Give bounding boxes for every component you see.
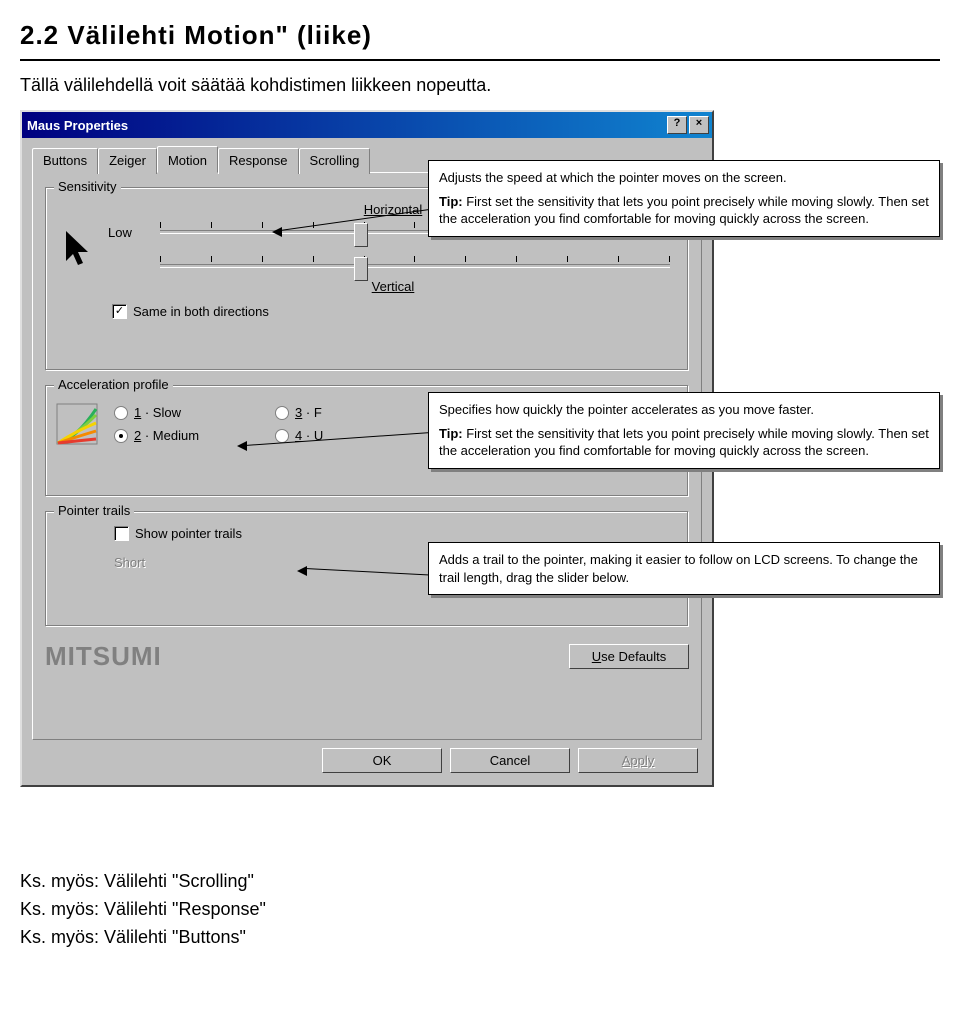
heading-rule — [20, 59, 940, 61]
show-trails-checkbox[interactable] — [114, 526, 129, 541]
mitsumi-logo: MITSUMI — [45, 641, 162, 672]
acceleration-icon — [56, 400, 98, 448]
acceleration-legend: Acceleration profile — [54, 377, 173, 392]
vertical-label: Vertical — [108, 279, 678, 294]
apply-button[interactable]: Apply — [578, 748, 698, 773]
tab-zeiger[interactable]: Zeiger — [98, 148, 157, 174]
low-label: Low — [108, 225, 142, 240]
cancel-button[interactable]: Cancel — [450, 748, 570, 773]
see-also: Ks. myös: Välilehti "Scrolling" Ks. myös… — [20, 868, 940, 952]
panel-bottom-row: MITSUMI Use Defaults — [45, 641, 689, 672]
accel-tip-text: First set the sensitivity that lets you … — [439, 426, 929, 459]
tab-scrolling[interactable]: Scrolling — [299, 148, 371, 174]
dialog-buttons: OK Cancel Apply — [32, 740, 702, 775]
radio-1[interactable] — [114, 406, 128, 420]
ref-2: Välilehti "Response" — [104, 899, 266, 919]
ref-prefix-3: Ks. myös: — [20, 927, 104, 947]
help-button[interactable]: ? — [667, 116, 687, 134]
accel-radio-2[interactable]: 2 · Medium — [114, 428, 199, 443]
same-both-checkbox[interactable]: ✓ — [112, 304, 127, 319]
accel-tooltip: Specifies how quickly the pointer accele… — [428, 392, 940, 469]
vertical-thumb[interactable] — [354, 257, 368, 281]
sens-tip-label: Tip: — [439, 194, 463, 209]
ref-prefix-1: Ks. myös: — [20, 871, 104, 891]
ref-1: Välilehti "Scrolling" — [104, 871, 254, 891]
accel-radio-3[interactable]: 3 · F — [275, 405, 323, 420]
radio-2[interactable] — [114, 429, 128, 443]
accel-tip-label: Tip: — [439, 426, 463, 441]
sens-arrow-head — [272, 227, 282, 237]
sens-tip-text: First set the sensitivity that lets you … — [439, 194, 929, 227]
show-trails-row[interactable]: Show pointer trails — [114, 526, 678, 541]
ref-prefix-2: Ks. myös: — [20, 899, 104, 919]
use-defaults-button[interactable]: Use Defaults — [569, 644, 689, 669]
horizontal-thumb[interactable] — [354, 223, 368, 247]
doc-heading: 2.2 Välilehti Motion" (liike) — [20, 20, 940, 51]
same-both-row[interactable]: ✓ Same in both directions — [112, 304, 678, 319]
trails-tooltip: Adds a trail to the pointer, making it e… — [428, 542, 940, 595]
doc-intro: Tällä välilehdellä voit säätää kohdistim… — [20, 75, 940, 96]
ref-3: Välilehti "Buttons" — [104, 927, 246, 947]
sens-tooltip-line1: Adjusts the speed at which the pointer m… — [439, 169, 929, 187]
sensitivity-tooltip: Adjusts the speed at which the pointer m… — [428, 160, 940, 237]
ok-button[interactable]: OK — [322, 748, 442, 773]
tab-response[interactable]: Response — [218, 148, 299, 174]
same-both-label: Same in both directions — [133, 304, 269, 319]
trails-legend: Pointer trails — [54, 503, 134, 518]
close-button[interactable]: × — [689, 116, 709, 134]
cursor-icon — [56, 214, 98, 284]
vertical-slider[interactable] — [160, 253, 670, 279]
radio-3[interactable] — [275, 406, 289, 420]
accel-radio-1[interactable]: 1 · Slow — [114, 405, 199, 420]
radio-4[interactable] — [275, 429, 289, 443]
show-trails-label: Show pointer trails — [135, 526, 242, 541]
trails-arrow-head — [297, 566, 307, 576]
screenshot-area: Maus Properties ? × Buttons Zeiger Motio… — [20, 110, 930, 850]
titlebar-buttons: ? × — [667, 116, 709, 134]
trails-icon — [56, 526, 98, 574]
titlebar[interactable]: Maus Properties ? × — [22, 112, 712, 138]
accel-tooltip-line1: Specifies how quickly the pointer accele… — [439, 401, 929, 419]
window-title: Maus Properties — [25, 118, 128, 133]
tab-motion[interactable]: Motion — [157, 146, 218, 173]
sensitivity-legend: Sensitivity — [54, 179, 121, 194]
trails-tooltip-text: Adds a trail to the pointer, making it e… — [439, 551, 929, 586]
tab-buttons[interactable]: Buttons — [32, 148, 98, 174]
accel-arrow-head — [237, 441, 247, 451]
